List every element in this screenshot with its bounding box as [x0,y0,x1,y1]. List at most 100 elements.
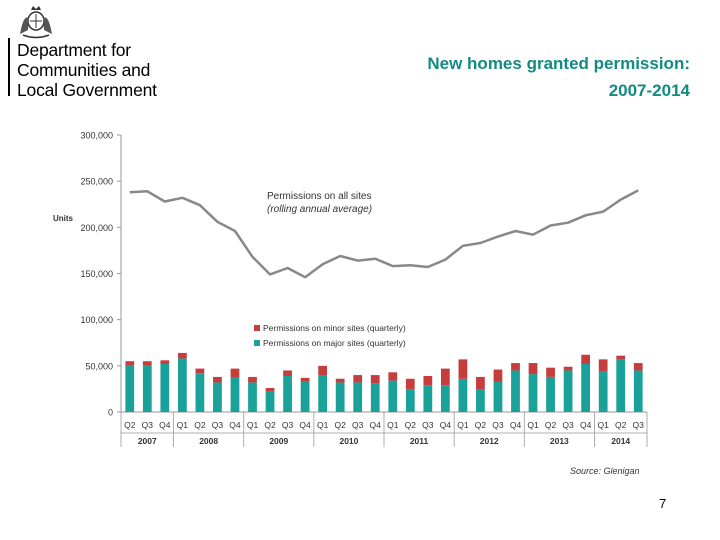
x-tick-label: Q3 [422,420,434,430]
x-tick-label: Q3 [212,420,224,430]
x-tick-label: Q1 [527,420,539,430]
royal-crest-icon [20,6,52,39]
bar-minor-sites [616,355,626,360]
x-tick-label: Q2 [405,420,417,430]
bar-minor-sites [546,367,555,377]
bar-major-sites [213,382,222,412]
year-label: 2007 [138,436,157,446]
source-note: Source: Glenigan [570,466,640,476]
legend-label-minor: Permissions on minor sites (quarterly) [263,323,406,333]
x-tick-label: Q3 [492,420,504,430]
bar-minor-sites [353,375,363,383]
bar-major-sites [616,359,626,412]
line-annotation-line-2: (rolling annual average) [267,204,372,215]
bar-minor-sites [177,352,187,359]
y-tick-label: 50,000 [85,361,113,371]
y-tick-label: 100,000 [80,315,113,325]
line-annotation-line-1: Permissions on all sites [267,191,371,202]
bar-minor-sites [230,368,240,378]
bar-major-sites [458,378,468,412]
slide-title-line-2: 2007-2014 [608,81,690,100]
bar-major-sites [405,388,415,412]
logo-rule [8,38,10,96]
x-tick-label: Q3 [282,420,294,430]
y-tick-label: 200,000 [80,223,113,233]
bar-major-sites [581,363,591,412]
bar-minor-sites [248,376,257,383]
bar-major-sites [300,381,310,412]
bar-minor-sites [195,368,205,374]
bar-major-sites [440,385,450,412]
bar-minor-sites [370,375,380,384]
bar-minor-sites [318,365,328,376]
x-tick-label: Q4 [580,420,592,430]
bar-minor-sites [142,361,152,366]
year-label: 2014 [611,436,630,446]
bar-major-sites [633,370,643,412]
bar-major-sites [598,371,608,412]
year-label: 2008 [199,436,218,446]
bar-major-sites [283,375,292,412]
x-tick-label: Q1 [387,420,399,430]
bar-major-sites [335,382,345,412]
bar-major-sites [125,365,135,412]
y-tick-label: 300,000 [80,131,113,141]
bar-minor-sites [160,360,170,364]
org-name-line-2: Communities and [17,60,151,80]
bar-minor-sites [125,361,135,366]
bar-minor-sites [440,368,450,386]
x-tick-label: Q2 [194,420,206,430]
slide-title: New homes granted permission: 2007-2014 [330,50,690,104]
bar-minor-sites [335,378,345,383]
bar-minor-sites [528,363,538,375]
bar-major-sites [546,376,555,412]
y-tick-label: 150,000 [80,269,113,279]
org-name-line-3: Local Government [17,80,157,100]
bar-major-sites [318,375,328,412]
bar-minor-sites [423,375,433,386]
bar-minor-sites [598,359,608,372]
line-all-sites [129,189,639,279]
year-label: 2012 [480,436,499,446]
x-tick-label: Q4 [229,420,241,430]
bar-major-sites [265,391,275,412]
x-tick-label: Q4 [440,420,452,430]
bar-major-sites [248,382,257,412]
bar-minor-sites [283,370,292,376]
x-tick-label: Q1 [247,420,259,430]
x-tick-label: Q4 [510,420,522,430]
x-tick-label: Q2 [334,420,346,430]
legend-label-major: Permissions on major sites (quarterly) [263,338,406,348]
bar-minor-sites [300,377,310,382]
y-tick-label: 250,000 [80,177,113,187]
x-tick-label: Q1 [177,420,189,430]
x-tick-label: Q3 [633,420,645,430]
bar-minor-sites [405,378,415,389]
year-label: 2010 [339,436,358,446]
x-tick-label: Q2 [545,420,557,430]
bar-minor-sites [581,354,591,364]
bar-minor-sites [213,376,222,383]
bar-major-sites [370,383,380,412]
bar-major-sites [563,370,573,412]
x-tick-label: Q1 [317,420,329,430]
bar-major-sites [493,381,503,412]
x-tick-label: Q4 [370,420,382,430]
bar-major-sites [195,373,205,412]
bar-major-sites [142,365,152,412]
bar-major-sites [476,389,485,412]
x-tick-label: Q2 [615,420,627,430]
bar-major-sites [423,385,433,412]
page-number: 7 [659,496,667,511]
x-tick-label: Q1 [597,420,609,430]
x-tick-label: Q3 [352,420,364,430]
x-tick-label: Q1 [457,420,469,430]
x-tick-label: Q3 [562,420,574,430]
legend-swatch-minor [254,325,260,331]
x-tick-label: Q2 [475,420,487,430]
bar-major-sites [353,382,363,412]
x-tick-label: Q2 [124,420,136,430]
y-tick-label: 0 [108,408,113,418]
bar-minor-sites [563,366,573,371]
